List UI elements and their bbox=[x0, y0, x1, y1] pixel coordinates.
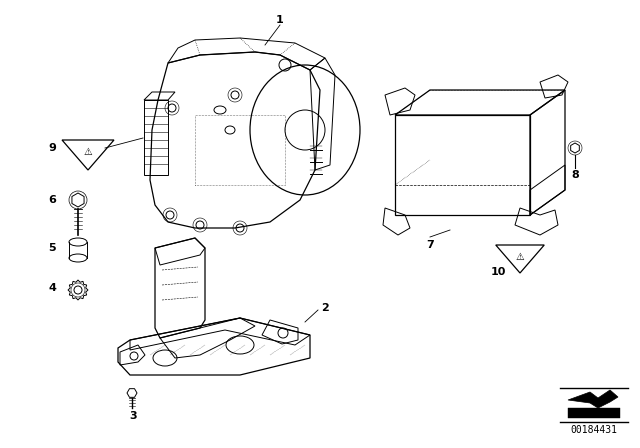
Text: 6: 6 bbox=[48, 195, 56, 205]
Text: 5: 5 bbox=[48, 243, 56, 253]
Text: 2: 2 bbox=[321, 303, 329, 313]
Text: 8: 8 bbox=[571, 170, 579, 180]
Text: ⚠: ⚠ bbox=[516, 252, 524, 262]
Text: ⚠: ⚠ bbox=[84, 147, 92, 157]
Polygon shape bbox=[568, 390, 618, 408]
Text: 00184431: 00184431 bbox=[570, 425, 618, 435]
Text: 10: 10 bbox=[490, 267, 506, 277]
Text: 3: 3 bbox=[129, 411, 137, 421]
Text: 9: 9 bbox=[48, 143, 56, 153]
Text: 4: 4 bbox=[48, 283, 56, 293]
Polygon shape bbox=[568, 408, 620, 418]
Text: 7: 7 bbox=[426, 240, 434, 250]
Bar bbox=[195, 115, 285, 185]
Text: 1: 1 bbox=[276, 15, 284, 25]
